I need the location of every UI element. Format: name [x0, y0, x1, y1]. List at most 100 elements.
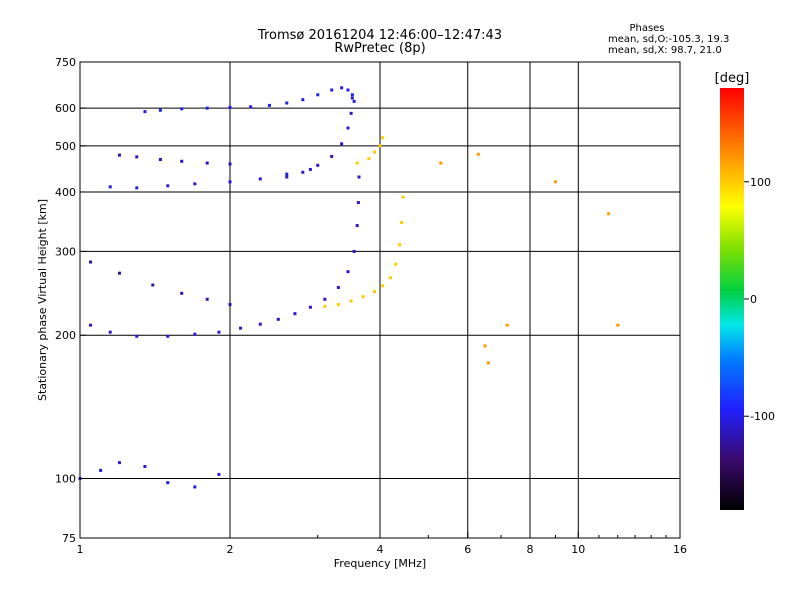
- data-point: [336, 285, 340, 289]
- data-point: [258, 322, 262, 326]
- data-point: [217, 330, 221, 334]
- data-point: [352, 249, 356, 253]
- data-point: [117, 271, 121, 275]
- data-point: [476, 152, 480, 156]
- chart-subtitle: RwPretec (8p): [334, 41, 425, 56]
- data-point: [378, 144, 382, 148]
- data-point: [158, 157, 162, 161]
- y-tick-label: 75: [62, 532, 76, 545]
- data-point: [349, 299, 353, 303]
- data-point: [193, 485, 197, 489]
- y-tick-label: 750: [55, 56, 76, 69]
- x-axis-ticks: 1 2 4 6 8 10 16: [77, 532, 687, 556]
- data-point: [616, 323, 620, 327]
- x-tick-label: 2: [227, 543, 234, 556]
- data-point: [367, 157, 371, 161]
- data-point: [308, 305, 312, 309]
- data-point: [346, 126, 350, 130]
- data-point: [553, 180, 557, 184]
- y-tick-label: 500: [55, 140, 76, 153]
- data-point: [89, 323, 93, 327]
- data-point: [398, 243, 402, 247]
- data-point: [381, 136, 385, 140]
- data-point: [267, 103, 271, 107]
- data-point: [193, 182, 197, 186]
- data-point: [349, 111, 353, 115]
- data-point: [285, 172, 289, 176]
- data-point: [483, 344, 487, 348]
- data-points: [78, 86, 620, 489]
- data-point: [205, 161, 209, 165]
- data-point: [356, 201, 360, 205]
- x-tick-label: 16: [673, 543, 687, 556]
- grid-lines: [80, 62, 680, 538]
- stats-heading: Phases: [629, 23, 664, 34]
- data-point: [357, 175, 361, 179]
- data-point: [340, 86, 344, 90]
- data-point: [323, 297, 327, 301]
- trace: [89, 260, 232, 307]
- data-point: [166, 184, 170, 188]
- data-point: [607, 212, 611, 216]
- data-point: [301, 98, 305, 102]
- data-point: [373, 290, 377, 294]
- data-point: [346, 88, 350, 92]
- data-point: [352, 99, 356, 103]
- trace: [143, 86, 356, 114]
- data-point: [228, 105, 232, 109]
- data-point: [285, 175, 289, 179]
- data-point: [135, 186, 139, 190]
- data-point: [258, 177, 262, 181]
- trace: [108, 167, 312, 190]
- data-point: [180, 159, 184, 163]
- data-point: [389, 276, 393, 280]
- trace: [323, 195, 405, 308]
- data-point: [394, 262, 398, 266]
- data-point: [205, 106, 209, 110]
- trace: [78, 461, 221, 489]
- data-point: [166, 481, 170, 485]
- data-point: [486, 361, 490, 365]
- stats-o-line: mean, sd,O:-105.3, 19.3: [608, 34, 729, 45]
- y-tick-label: 400: [55, 186, 76, 199]
- data-point: [293, 312, 297, 316]
- data-point: [285, 101, 289, 105]
- trace: [117, 153, 232, 166]
- data-point: [330, 88, 334, 92]
- data-point: [108, 185, 112, 189]
- data-point: [316, 163, 320, 167]
- data-point: [135, 334, 139, 338]
- data-point: [346, 270, 350, 274]
- colorbar-tick-label: -100: [750, 410, 775, 423]
- colorbar-ticks: 100 0 -100: [744, 176, 775, 423]
- data-point: [158, 108, 162, 112]
- data-point: [117, 461, 121, 465]
- y-axis-ticks: 75 100 200 300 400 500 600 750: [55, 56, 86, 545]
- data-point: [373, 150, 377, 154]
- trace: [89, 175, 361, 338]
- trace: [439, 152, 620, 365]
- x-axis-label: Frequency [MHz]: [334, 557, 426, 570]
- data-point: [239, 326, 243, 330]
- data-point: [276, 317, 280, 321]
- data-point: [381, 284, 385, 288]
- data-point: [323, 304, 327, 308]
- y-tick-label: 300: [55, 245, 76, 258]
- trace: [285, 96, 354, 179]
- data-point: [301, 170, 305, 174]
- colorbar-tick-label: 100: [750, 176, 771, 189]
- data-point: [505, 323, 509, 327]
- data-point: [143, 464, 147, 468]
- y-tick-label: 100: [55, 473, 76, 486]
- data-point: [143, 110, 147, 114]
- data-point: [99, 468, 103, 472]
- data-point: [316, 93, 320, 97]
- data-point: [89, 260, 93, 264]
- data-point: [228, 180, 232, 184]
- stats-x-line: mean, sd,X: 98.7, 21.0: [608, 45, 722, 56]
- data-point: [361, 295, 365, 299]
- data-point: [336, 303, 340, 307]
- data-point: [151, 283, 155, 287]
- data-point: [205, 297, 209, 301]
